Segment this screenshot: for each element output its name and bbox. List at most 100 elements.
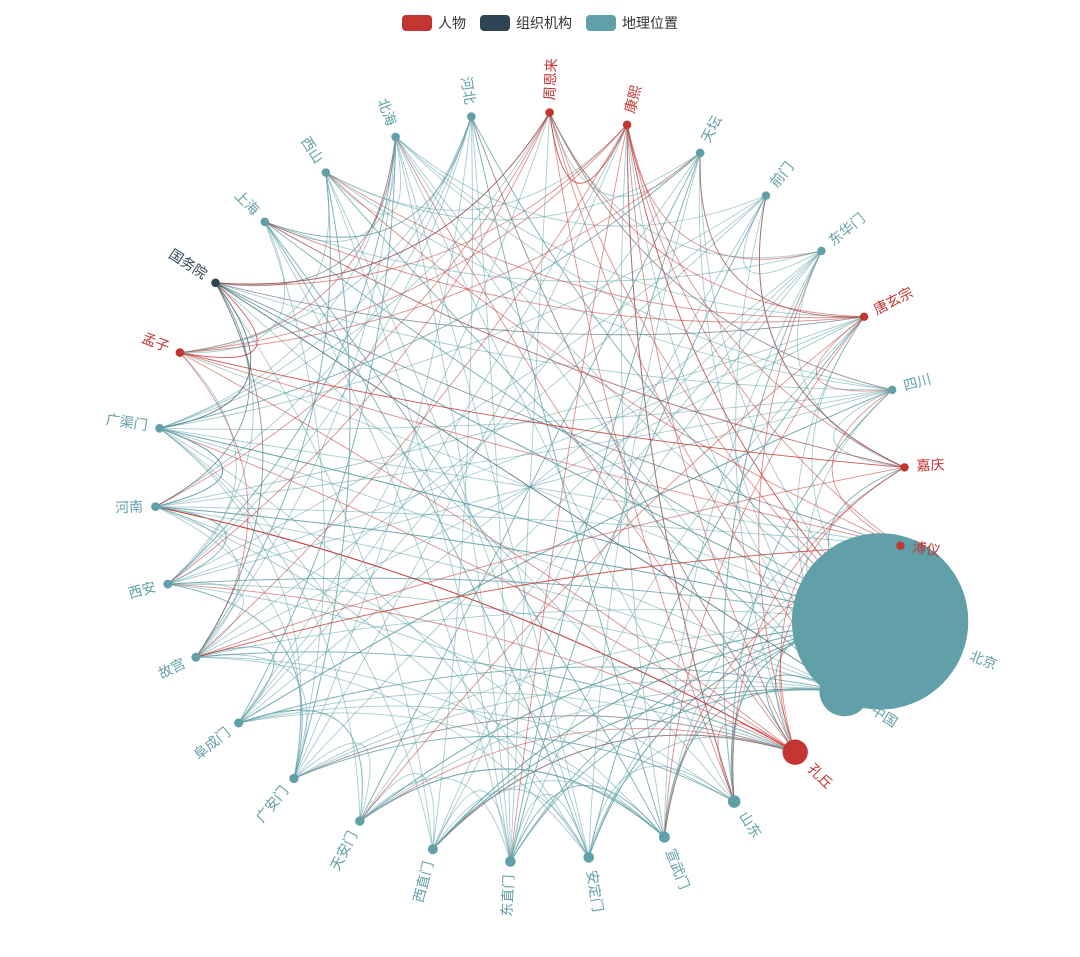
edge-line xyxy=(195,654,308,779)
node-label-29: 嘉庆 xyxy=(916,457,945,474)
node-15[interactable] xyxy=(155,423,165,433)
edge-line xyxy=(325,152,701,221)
edge-line xyxy=(159,136,397,429)
node-6[interactable] xyxy=(583,852,594,863)
node-label-11: 阜成门 xyxy=(190,724,233,764)
edge-line xyxy=(432,195,767,850)
node-16[interactable] xyxy=(175,348,185,357)
edge-line xyxy=(395,136,865,318)
legend-item-person[interactable]: 人物 xyxy=(402,13,466,33)
legend-label-organization: 组织机构 xyxy=(516,16,572,32)
node-label-9: 天安门 xyxy=(328,829,361,874)
edge-line xyxy=(264,221,905,468)
node-18[interactable] xyxy=(260,217,270,227)
node-14[interactable] xyxy=(151,502,160,511)
edge-line xyxy=(195,609,881,658)
node-label-3: 孔丘 xyxy=(804,761,835,792)
edge-line xyxy=(731,389,893,802)
edge-line xyxy=(816,316,893,392)
edge-line xyxy=(167,136,397,585)
edge-line xyxy=(626,124,735,802)
node-8[interactable] xyxy=(427,844,438,855)
node-12[interactable] xyxy=(191,652,201,662)
node-4[interactable] xyxy=(727,795,741,808)
edge-line xyxy=(293,250,822,779)
edge-line xyxy=(359,250,822,822)
edge-line xyxy=(509,793,590,862)
edge-line xyxy=(293,124,628,779)
node-label-28: 四川 xyxy=(902,372,933,395)
node-21[interactable] xyxy=(467,112,476,121)
edge-line xyxy=(179,221,285,354)
node-3[interactable] xyxy=(782,739,808,765)
legend-item-location[interactable]: 地理位置 xyxy=(586,13,678,33)
edge-line xyxy=(395,136,511,862)
node-25[interactable] xyxy=(761,191,771,200)
edge-line xyxy=(470,116,511,862)
edge-line xyxy=(215,136,397,287)
node-30[interactable] xyxy=(896,541,905,550)
edge-line xyxy=(159,389,893,430)
edge-line xyxy=(155,316,865,508)
node-29[interactable] xyxy=(900,463,909,472)
node-24[interactable] xyxy=(695,148,705,158)
edge-line xyxy=(325,172,893,391)
edge-line xyxy=(167,352,237,585)
edge-line xyxy=(293,715,796,779)
node-2[interactable] xyxy=(819,666,870,717)
node-10[interactable] xyxy=(289,773,299,784)
node-13[interactable] xyxy=(163,579,173,589)
legend-label-location: 地理位置 xyxy=(622,16,678,32)
node-label-4: 山东 xyxy=(735,809,764,841)
node-27[interactable] xyxy=(859,312,869,321)
legend-label-person: 人物 xyxy=(438,16,466,32)
edge-line xyxy=(155,506,901,547)
edge-line xyxy=(432,734,796,850)
edge-line xyxy=(238,112,551,724)
edge-line xyxy=(238,692,796,753)
edge-line xyxy=(663,316,865,838)
edge-line xyxy=(155,427,224,508)
node-label-15: 广渠门 xyxy=(105,412,149,434)
node-9[interactable] xyxy=(355,816,365,826)
node-label-30: 溥仪 xyxy=(911,539,941,560)
edge-line xyxy=(159,152,701,429)
edge-line xyxy=(179,282,258,359)
edge-line xyxy=(159,427,590,858)
edge-line xyxy=(588,316,865,858)
edge-line xyxy=(159,427,434,850)
edge-line xyxy=(159,116,472,429)
node-17[interactable] xyxy=(211,278,220,288)
edge-line xyxy=(549,112,845,692)
edge-line xyxy=(238,136,397,724)
edge-line xyxy=(179,172,330,354)
node-1[interactable] xyxy=(791,533,969,710)
node-23[interactable] xyxy=(622,120,632,130)
edge-line xyxy=(626,124,901,547)
node-11[interactable] xyxy=(234,718,244,728)
node-label-5: 宣武门 xyxy=(662,847,692,892)
node-label-19: 西山 xyxy=(297,134,326,166)
node-7[interactable] xyxy=(505,856,516,867)
node-label-12: 故宫 xyxy=(156,656,188,683)
edge-line xyxy=(395,136,881,622)
node-22[interactable] xyxy=(545,108,554,117)
edge-line xyxy=(215,282,434,850)
node-26[interactable] xyxy=(817,246,826,256)
node-19[interactable] xyxy=(321,168,331,177)
node-28[interactable] xyxy=(888,385,897,395)
edge-line xyxy=(264,116,472,238)
edge-line xyxy=(510,689,845,862)
edge-line xyxy=(626,124,822,260)
node-5[interactable] xyxy=(658,831,670,843)
edge-line xyxy=(717,722,796,802)
edge-line xyxy=(195,545,901,658)
legend-item-organization[interactable]: 组织机构 xyxy=(480,13,572,33)
edge-line xyxy=(735,195,796,753)
node-label-18: 上海 xyxy=(231,188,262,219)
edge-line xyxy=(432,780,665,850)
node-20[interactable] xyxy=(391,132,400,142)
edge-line xyxy=(215,282,735,802)
edge-line xyxy=(238,250,822,724)
edge-line xyxy=(549,112,893,391)
